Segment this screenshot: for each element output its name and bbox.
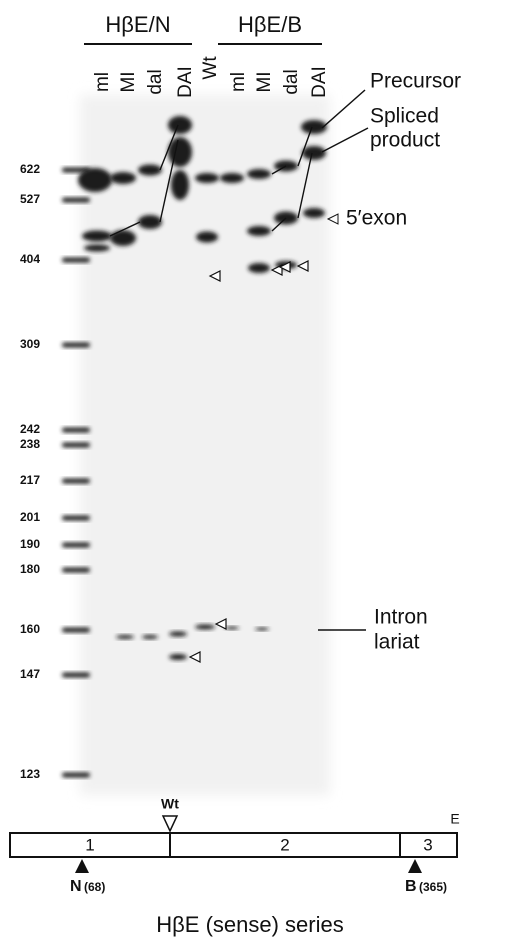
site-marker (75, 859, 89, 873)
lane-label: MI (118, 71, 139, 92)
band (169, 632, 187, 637)
lane-label: DAI (175, 66, 196, 98)
marker-label: 622 (20, 162, 40, 176)
marker-band (62, 516, 90, 521)
lane-label: ml (228, 72, 249, 92)
annotation: lariat (374, 631, 420, 654)
lane-label: DAI (309, 66, 330, 98)
gel (80, 95, 330, 795)
band (220, 173, 244, 183)
annotation: 5′exon (346, 207, 407, 230)
exon-label: 1 (85, 835, 94, 854)
band (138, 215, 162, 229)
lane-label: dal (281, 69, 302, 94)
marker-band (62, 258, 90, 263)
site-position: (365) (419, 880, 447, 894)
marker-band (62, 673, 90, 678)
marker-label: 123 (20, 767, 40, 781)
site-label: B (405, 878, 417, 895)
site-marker (408, 859, 422, 873)
figure: mlMIdalDAImlMIdalDAIWt622527404309242238… (0, 0, 512, 947)
band (303, 208, 325, 218)
marker-band (62, 198, 90, 203)
end-label: E (450, 811, 459, 827)
marker-label: 309 (20, 337, 40, 351)
marker-band (62, 543, 90, 548)
marker-band (62, 343, 90, 348)
annotation: Spliced (370, 105, 439, 128)
site-position: (68) (84, 880, 105, 894)
marker-label: 190 (20, 537, 40, 551)
band (168, 116, 192, 134)
marker-label: 404 (20, 252, 40, 266)
band (247, 226, 271, 236)
band (116, 635, 134, 639)
caption: HβE (sense) series (156, 912, 343, 937)
marker-label: 527 (20, 192, 40, 206)
group-label: HβE/N (105, 12, 170, 37)
band (255, 628, 269, 631)
marker-band (62, 773, 90, 778)
band (110, 230, 136, 246)
band (82, 231, 112, 242)
annotation: Intron (374, 606, 428, 629)
band (225, 627, 239, 630)
exon-label: 3 (423, 835, 432, 854)
marker-band (62, 628, 90, 633)
marker-label: 160 (20, 622, 40, 636)
site-label: N (70, 878, 82, 895)
marker-label: 242 (20, 422, 40, 436)
lane-label: Wt (200, 56, 221, 80)
exon-label: 2 (280, 835, 289, 854)
band (138, 165, 162, 176)
marker-label: 147 (20, 667, 40, 681)
group-label: HβE/B (238, 12, 302, 37)
band (247, 169, 271, 179)
marker-band (62, 568, 90, 573)
band (110, 172, 136, 184)
band (142, 635, 158, 639)
marker-label: 201 (20, 510, 40, 524)
band (248, 263, 270, 273)
band (302, 146, 326, 160)
page: {"header": {"groups": [{"label": "HβE/N"… (0, 0, 512, 947)
lane-label: dal (145, 69, 166, 94)
annotation: Precursor (370, 70, 461, 93)
marker-band (62, 479, 90, 484)
band (171, 170, 189, 200)
marker-label: 217 (20, 473, 40, 487)
band (195, 625, 215, 630)
band (169, 654, 187, 660)
gene-map (10, 833, 457, 857)
marker-label: 180 (20, 562, 40, 576)
annotation: product (370, 129, 440, 152)
marker-band (62, 443, 90, 448)
wt-marker (163, 816, 177, 831)
band (196, 232, 218, 243)
lane-label: ml (92, 72, 113, 92)
marker-band (62, 428, 90, 433)
band (195, 173, 219, 183)
marker-label: 238 (20, 437, 40, 451)
band (78, 168, 112, 192)
band (84, 245, 110, 252)
wt-label: Wt (161, 796, 179, 812)
lane-label: MI (254, 71, 275, 92)
